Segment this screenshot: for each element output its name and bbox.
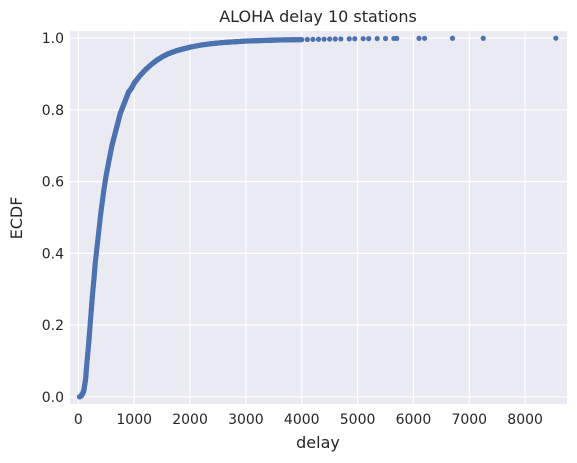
x-tick-label: 2000	[172, 412, 208, 428]
data-points	[76, 35, 559, 400]
x-tick-label: 4000	[284, 412, 320, 428]
data-point	[394, 35, 400, 41]
x-tick-label: 3000	[228, 412, 264, 428]
plot-area	[70, 31, 567, 404]
x-axis-title: delay	[296, 433, 340, 452]
data-point	[382, 35, 389, 42]
data-point	[315, 36, 322, 42]
y-tick-labels: 0.0 0.2 0.4 0.6 0.8 1.0	[42, 31, 64, 406]
data-point	[360, 36, 366, 42]
data-point	[304, 36, 310, 43]
data-point	[321, 36, 327, 42]
data-point	[327, 36, 333, 42]
y-tick-label: 1.0	[42, 31, 64, 47]
y-tick-label: 0.6	[42, 175, 64, 191]
x-tick-label: 1000	[116, 412, 152, 428]
x-tick-label: 6000	[396, 412, 432, 428]
data-point	[480, 35, 486, 41]
data-point	[449, 35, 456, 41]
data-point	[346, 36, 352, 42]
y-tick-label: 0.4	[42, 246, 64, 262]
data-point	[352, 36, 358, 42]
data-point	[416, 35, 422, 41]
y-tick-label: 0.8	[42, 103, 64, 119]
x-tick-labels: 0 1000 2000 3000 4000 5000 6000 7000 8000	[74, 412, 543, 428]
x-tick-label: 8000	[507, 412, 543, 428]
data-point	[374, 35, 380, 42]
data-point	[310, 36, 316, 42]
y-tick-label: 0.0	[42, 390, 64, 406]
x-tick-label: 0	[74, 412, 83, 428]
y-axis-title: ECDF	[7, 197, 26, 240]
data-point	[299, 37, 305, 43]
data-point	[366, 36, 372, 42]
data-point	[553, 35, 559, 41]
data-point	[422, 35, 428, 41]
data-point	[332, 36, 338, 42]
grid-lines	[70, 31, 567, 404]
y-tick-label: 0.2	[42, 318, 64, 334]
data-point	[338, 36, 344, 42]
x-tick-label: 7000	[451, 412, 487, 428]
chart-title: ALOHA delay 10 stations	[219, 7, 417, 26]
x-tick-label: 5000	[340, 412, 376, 428]
